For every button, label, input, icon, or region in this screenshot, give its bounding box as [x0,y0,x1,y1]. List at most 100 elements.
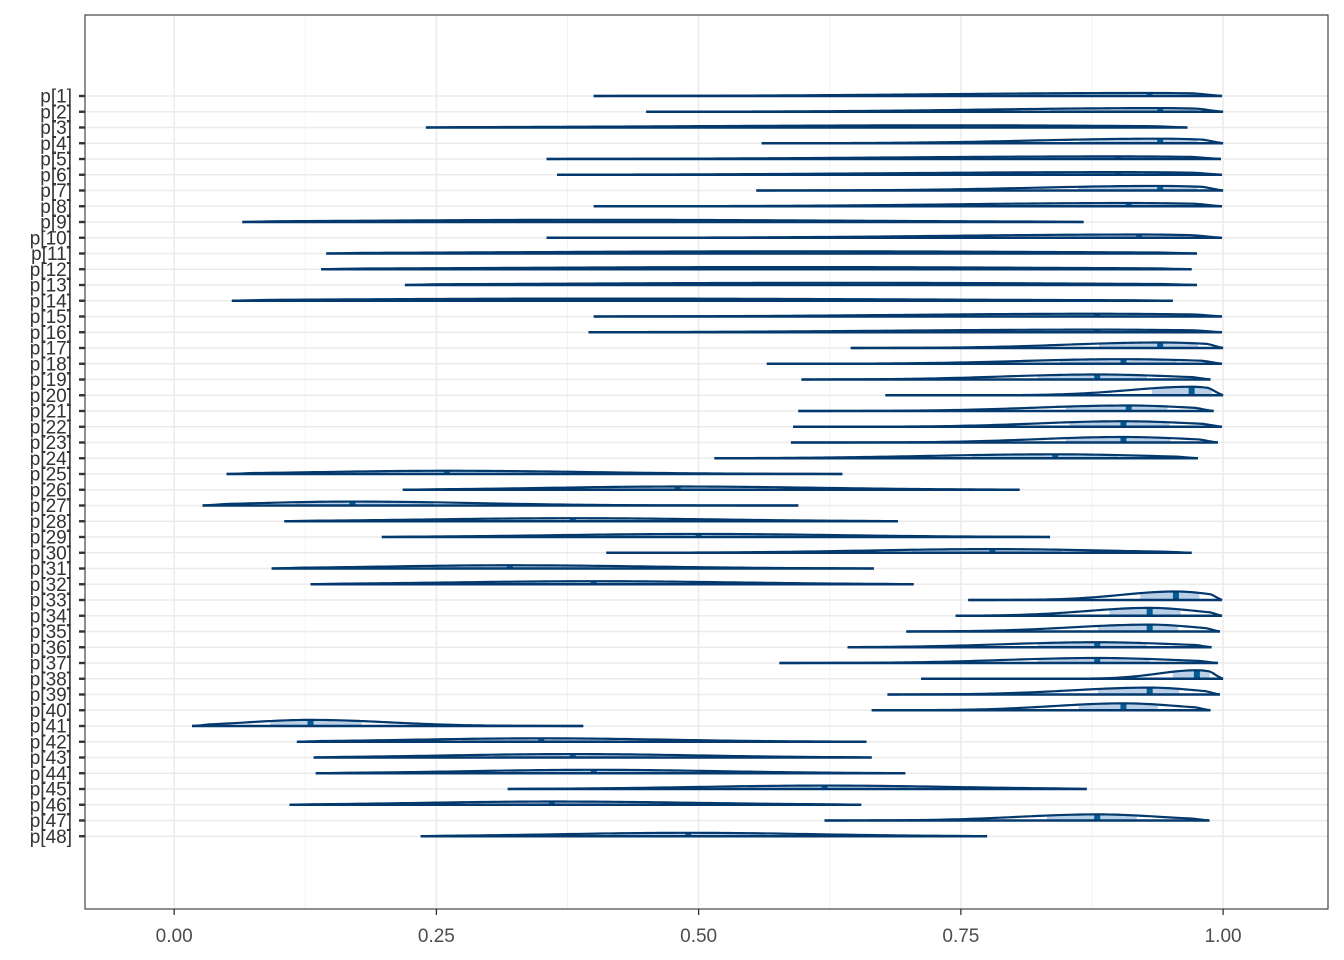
ridge-p[44] [315,768,906,775]
ridge-p[34] [955,606,1223,618]
y-tick-label: p[4] [40,134,72,155]
ridge-p[40] [871,702,1211,712]
y-tick-label: p[32] [30,575,72,596]
ridge-p[43] [313,752,872,759]
y-tick-label: p[38] [30,669,72,690]
y-tick-label: p[44] [30,764,72,785]
ridge-p[17] [850,341,1224,350]
ridge-p[6] [557,171,1223,177]
ridge-p[18] [766,358,1223,366]
interval-fill [270,719,362,726]
panel-border [84,14,1329,910]
ridge-p[12] [320,265,1192,271]
y-tick-label: p[21] [30,402,72,423]
y-tick-label: p[22] [30,417,72,438]
y-tick-label: p[40] [30,701,72,722]
y-tick-label: p[47] [30,811,72,832]
ridge-p[30] [606,547,1192,555]
y-tick-label: p[7] [40,181,72,202]
ridge-p[36] [847,641,1212,649]
ridge-p[28] [284,517,898,523]
y-tick-label: p[2] [40,102,72,123]
y-tick-label: p[25] [30,465,72,486]
interval-fill [1109,607,1181,616]
ridge-p[22] [793,420,1223,429]
interval-fill [1078,703,1158,711]
ridge-p[39] [887,686,1221,696]
y-tick-label: p[39] [30,685,72,706]
y-tick-label: p[18] [30,354,72,375]
y-tick-label: p[45] [30,780,72,801]
y-tick-label: p[27] [30,496,72,517]
ridge-p[31] [271,564,874,570]
ridge-p[41] [191,718,584,728]
ridge-p[29] [381,532,1051,539]
y-tick-label: p[1] [40,87,72,108]
x-tick-label: 1.00 [1205,926,1242,947]
ridge-p[4] [761,137,1224,145]
x-tick-label: 0.00 [156,926,193,947]
ridge-p[32] [310,580,914,586]
ridge-p[3] [425,124,1188,129]
y-tick-label: p[33] [30,591,72,612]
y-tick-label: p[41] [30,717,72,738]
y-tick-label: p[24] [30,449,72,470]
ridge-p[13] [404,281,1197,287]
y-tick-label: p[35] [30,622,72,643]
y-tick-label: p[16] [30,323,72,344]
ridge-p[25] [226,469,843,476]
ridge-p[48] [420,831,988,838]
interval-fill [1046,814,1137,821]
ridge-p[27] [202,500,799,507]
y-tick-label: p[8] [40,197,72,218]
y-tick-label: p[29] [30,528,72,549]
ridge-p[14] [231,297,1173,303]
y-tick-label: p[14] [30,291,72,312]
ridge-p[46] [289,800,862,807]
x-tick-label: 0.50 [680,926,717,947]
ridge-p[1] [593,91,1223,98]
y-tick-label: p[11] [31,244,72,265]
ridge-p[33] [968,590,1223,602]
y-tick-label: p[48] [30,827,72,848]
interval-fill [1098,687,1180,695]
ridge-p[2] [646,106,1224,114]
ridge-p[26] [402,485,1020,492]
ridge-p[19] [801,373,1211,381]
interval-fill [1172,670,1210,679]
ridge-p[23] [790,435,1219,444]
ridge-p[9] [242,218,1084,224]
y-tick-label: p[31] [30,559,72,580]
y-tick-label: p[17] [30,339,72,360]
ridge-p[15] [593,312,1223,318]
ridge-p[11] [326,250,1197,255]
interval-fill [1140,591,1200,600]
y-tick-label: p[5] [40,150,72,171]
y-tick-label: p[46] [30,795,72,816]
x-tick-label: 0.75 [942,926,979,947]
x-tick-label: 0.25 [418,926,455,947]
y-tick-label: p[19] [30,370,72,391]
ridge-p[45] [507,784,1087,791]
y-tick-label: p[6] [40,165,72,186]
ridge-p[21] [798,404,1214,413]
y-tick-label: p[30] [30,543,72,564]
ridge-p[24] [714,453,1199,460]
y-tick-label: p[26] [30,480,72,501]
interval-fill [1097,624,1179,632]
y-tick-label: p[42] [30,732,72,753]
ridge-p[5] [546,155,1222,161]
interval-fill [1151,386,1212,396]
ridge-p[10] [546,233,1223,240]
y-tick-label: p[10] [30,228,72,249]
y-tick-label: p[13] [30,276,72,297]
ridge-p[16] [588,328,1223,334]
ridge-p[37] [779,656,1218,665]
y-tick-label: p[9] [40,213,72,234]
y-tick-label: p[36] [30,638,72,659]
y-tick-label: p[12] [30,260,72,281]
y-tick-label: p[37] [30,654,72,675]
y-axis: p[1]p[2]p[3]p[4]p[5]p[6]p[7]p[8]p[9]p[10… [30,87,85,848]
y-tick-label: p[43] [30,748,72,769]
